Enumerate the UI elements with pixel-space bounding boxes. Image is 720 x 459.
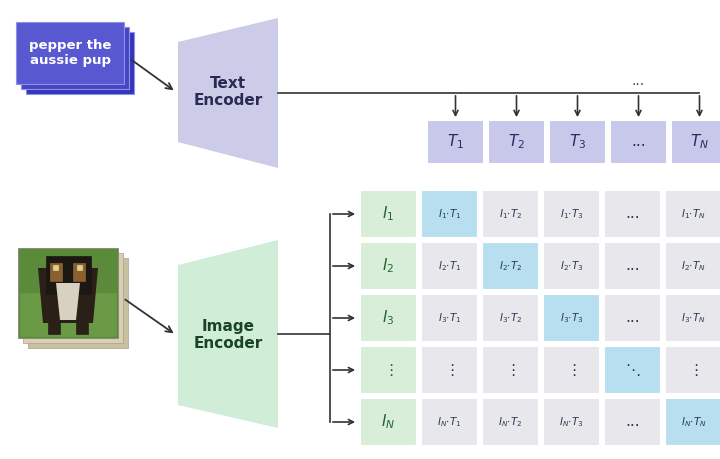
Text: ...: ... [625,258,640,274]
Polygon shape [178,18,278,168]
Text: $I_3{\cdot}T_1$: $I_3{\cdot}T_1$ [438,311,462,325]
Bar [543,294,600,342]
Text: $I_1{\cdot}T_1$: $I_1{\cdot}T_1$ [438,207,462,221]
Bar [421,346,478,394]
Polygon shape [38,268,98,323]
Bar [46,256,91,294]
Polygon shape [178,240,278,428]
Bar [488,120,545,164]
Text: Text
Encoder: Text Encoder [194,76,263,108]
Bar [427,120,484,164]
Text: $I_2{\cdot}T_1$: $I_2{\cdot}T_1$ [438,259,462,273]
Bar [360,398,417,446]
Text: $I_1{\cdot}T_2$: $I_1{\cdot}T_2$ [499,207,522,221]
Bar [482,190,539,238]
Text: ...: ... [631,134,646,150]
Text: ...: ... [625,207,640,222]
Bar [604,190,661,238]
Bar [18,248,118,338]
Bar [665,190,720,238]
Text: $\ddots$: $\ddots$ [625,362,640,378]
Bar [28,258,128,348]
Bar [482,242,539,290]
Text: $I_N$: $I_N$ [382,413,395,431]
Bar [482,346,539,394]
Text: ...: ... [632,74,645,88]
Bar [76,316,88,334]
Text: $I_1$: $I_1$ [382,205,395,224]
Bar [543,398,600,446]
Bar [665,346,720,394]
Bar [50,263,62,281]
Text: $\vdots$: $\vdots$ [505,362,516,378]
Text: ...: ... [625,414,640,430]
Text: $I_3{\cdot}T_N$: $I_3{\cdot}T_N$ [681,311,706,325]
Bar [549,120,606,164]
Text: $\vdots$: $\vdots$ [688,362,698,378]
Bar [18,248,118,338]
Bar [421,242,478,290]
Text: $T_1$: $T_1$ [447,133,464,151]
Bar [16,22,124,84]
Bar [604,346,661,394]
Bar [48,316,60,334]
Bar [543,242,600,290]
Bar [421,294,478,342]
Text: $I_2{\cdot}T_2$: $I_2{\cdot}T_2$ [499,259,522,273]
Bar [21,27,129,89]
Bar [482,398,539,446]
Bar [20,293,116,336]
Bar [23,253,123,343]
Text: $I_2{\cdot}T_N$: $I_2{\cdot}T_N$ [681,259,706,273]
Bar [604,242,661,290]
Bar [421,190,478,238]
Text: ...: ... [625,310,640,325]
Bar [482,294,539,342]
Text: $I_2$: $I_2$ [382,257,395,275]
Text: $I_N{\cdot}T_2$: $I_N{\cdot}T_2$ [498,415,523,429]
Text: $T_N$: $T_N$ [690,133,709,151]
Bar [421,398,478,446]
Bar [77,265,82,270]
Text: Image
Encoder: Image Encoder [194,319,263,351]
Bar [665,242,720,290]
Text: $\vdots$: $\vdots$ [383,362,394,378]
Bar [604,294,661,342]
Text: $\vdots$: $\vdots$ [444,362,455,378]
Bar [671,120,720,164]
Text: $I_3{\cdot}T_3$: $I_3{\cdot}T_3$ [559,311,583,325]
Bar [360,294,417,342]
Bar [26,32,134,94]
Text: $I_N{\cdot}T_N$: $I_N{\cdot}T_N$ [680,415,706,429]
Bar [610,120,667,164]
Text: $I_2{\cdot}T_3$: $I_2{\cdot}T_3$ [559,259,583,273]
Text: $T_3$: $T_3$ [569,133,586,151]
Bar [543,190,600,238]
Text: $\vdots$: $\vdots$ [567,362,577,378]
Bar [665,398,720,446]
Bar [665,294,720,342]
Text: $I_N{\cdot}T_1$: $I_N{\cdot}T_1$ [437,415,462,429]
Text: $I_1{\cdot}T_N$: $I_1{\cdot}T_N$ [681,207,706,221]
Bar [53,265,58,270]
Text: pepper the
aussie pup: pepper the aussie pup [29,39,111,67]
Text: $I_3{\cdot}T_2$: $I_3{\cdot}T_2$ [499,311,522,325]
Text: $I_N{\cdot}T_3$: $I_N{\cdot}T_3$ [559,415,584,429]
Text: $I_3$: $I_3$ [382,308,395,327]
Bar [360,242,417,290]
Bar [604,398,661,446]
Text: $I_1{\cdot}T_3$: $I_1{\cdot}T_3$ [559,207,583,221]
Polygon shape [56,283,80,320]
Bar [543,346,600,394]
Bar [360,190,417,238]
Bar [73,263,85,281]
Bar [360,346,417,394]
Text: $T_2$: $T_2$ [508,133,525,151]
